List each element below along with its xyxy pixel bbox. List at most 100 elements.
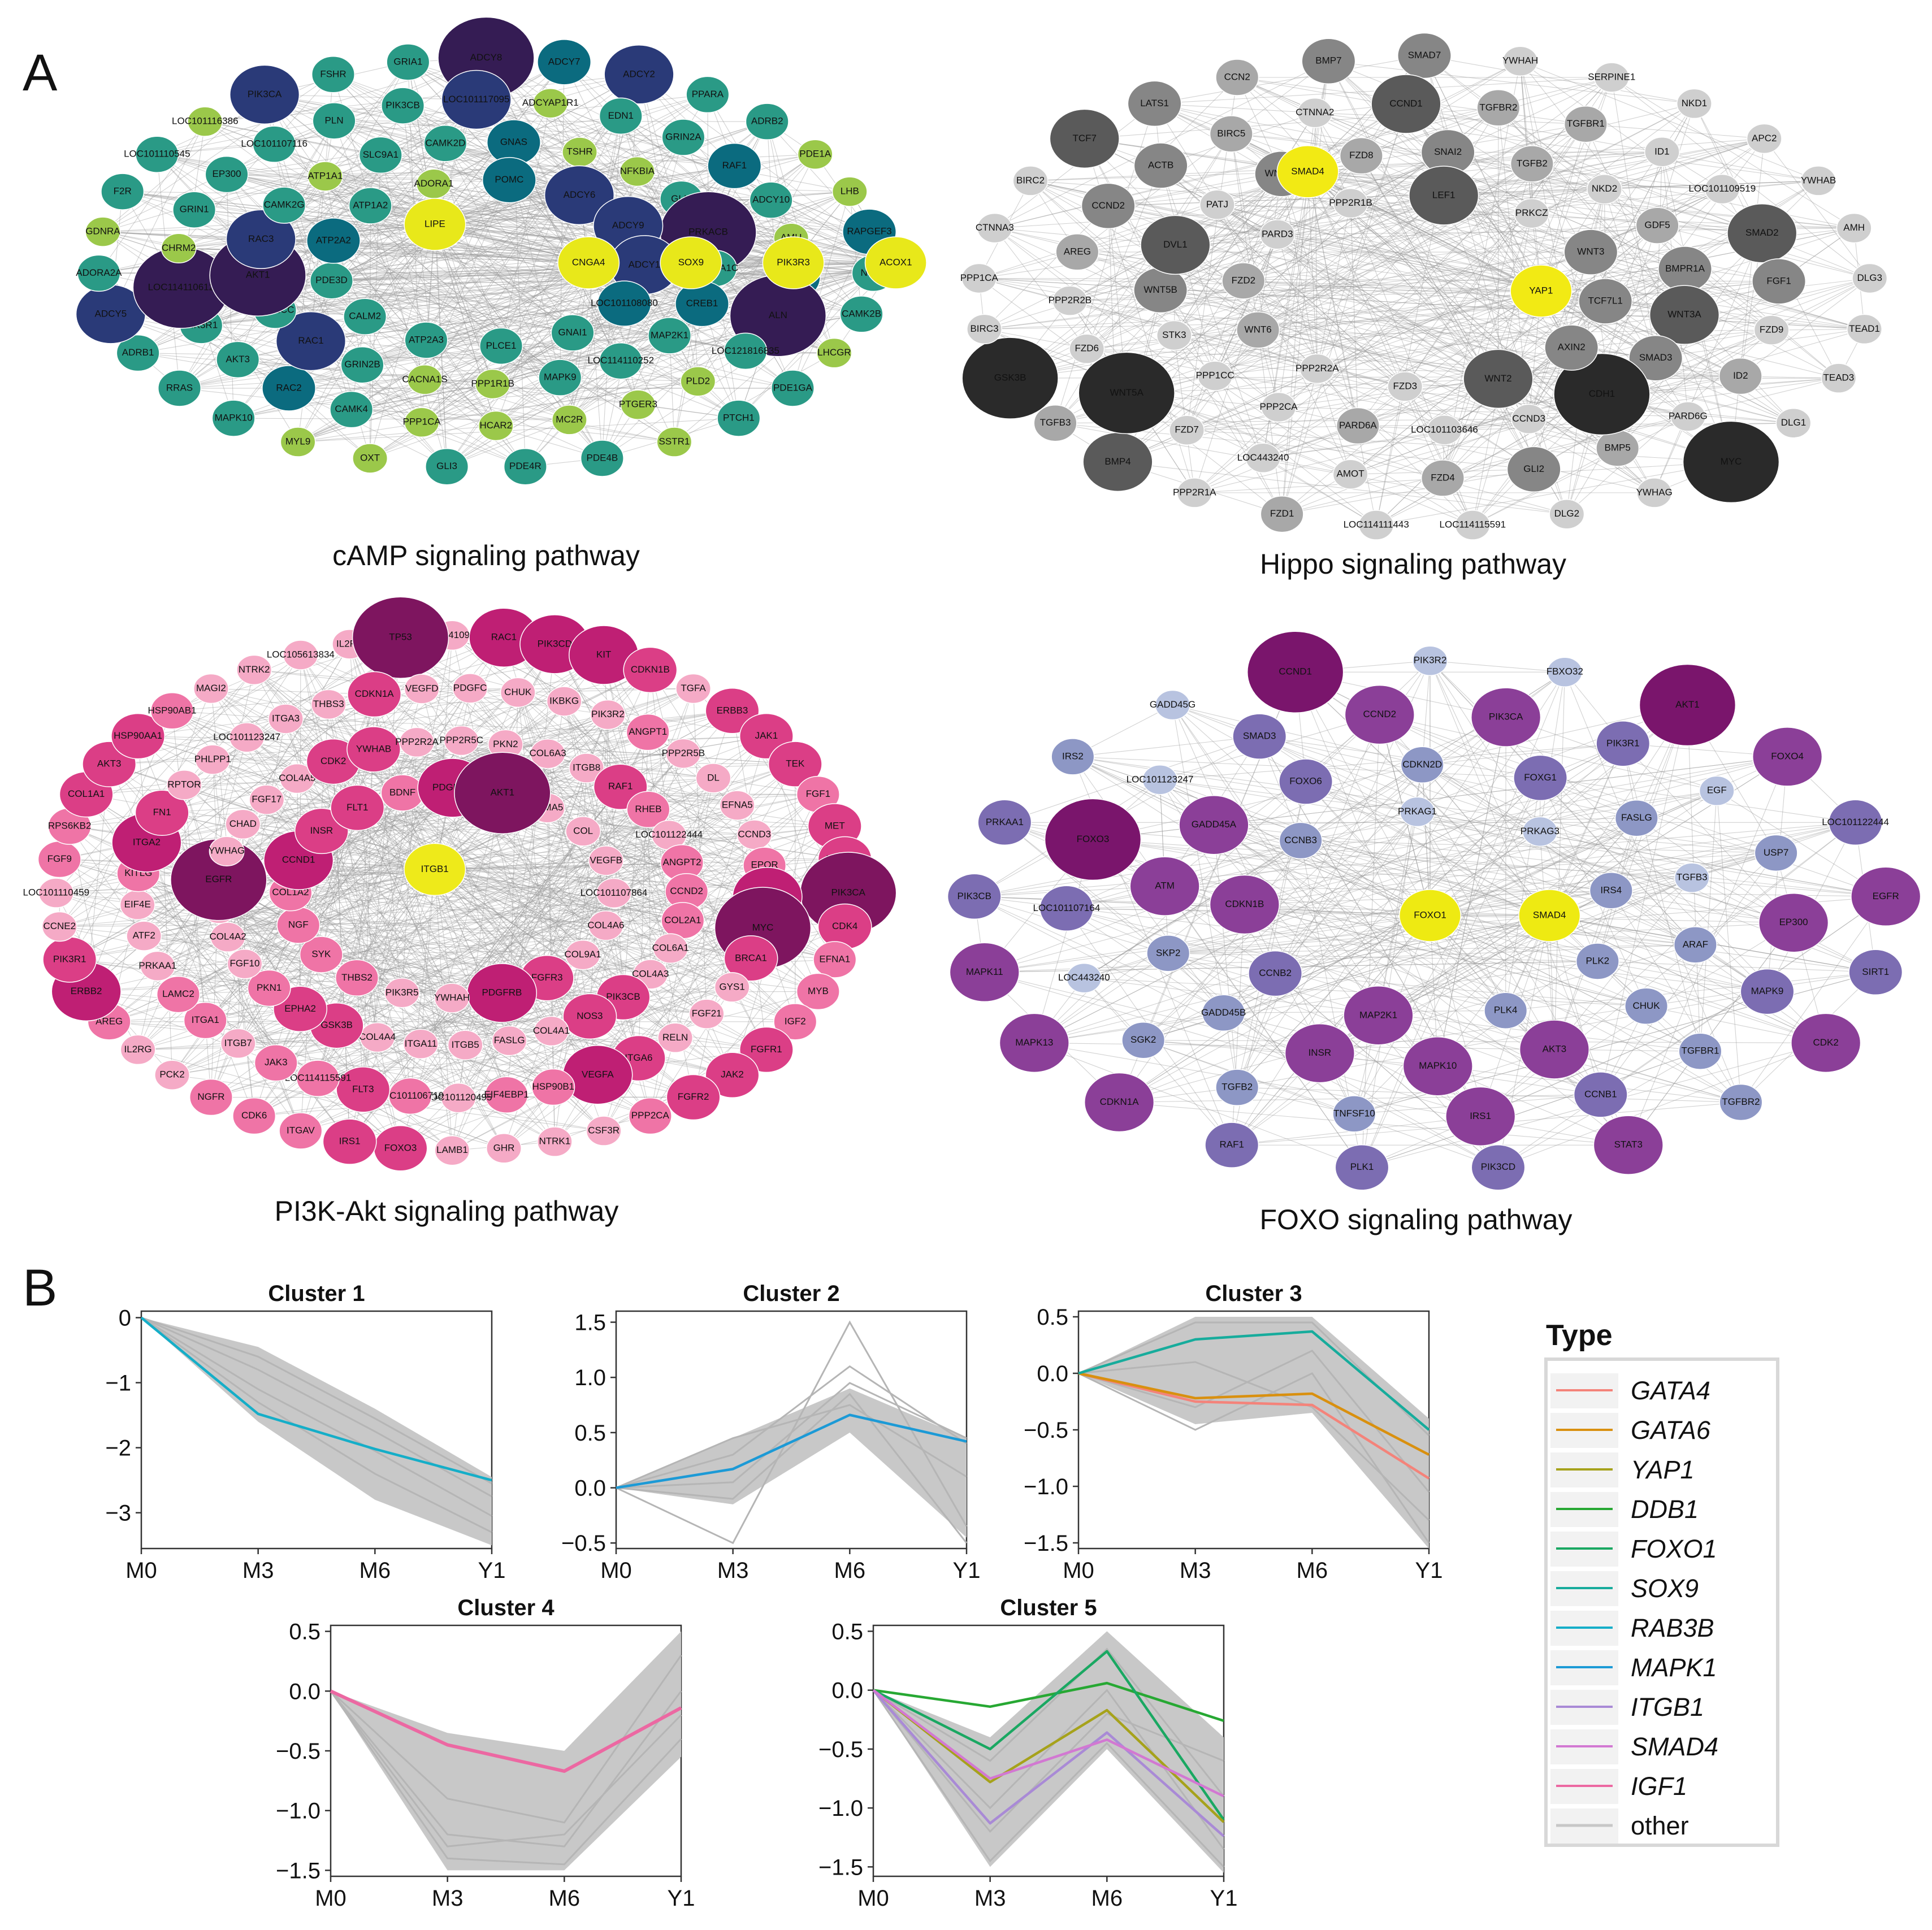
gene-node-gnas[interactable]: GNAS — [486, 119, 541, 166]
gene-node-eif4e[interactable]: EIF4E — [119, 890, 155, 920]
gene-node-birc5[interactable]: BIRC5 — [1209, 115, 1253, 153]
gene-node-atp1a2[interactable]: ATP1A2 — [348, 187, 392, 224]
gene-node-pdgfrb[interactable]: PDGFRB — [466, 963, 538, 1023]
gene-node-ptger3[interactable]: PTGER3 — [619, 389, 657, 420]
gene-node-atp2a3[interactable]: ATP2A3 — [404, 322, 448, 359]
gene-node-cdh1[interactable]: CDH1 — [1553, 353, 1651, 436]
gene-node-pik3cb[interactable]: PIK3CB — [381, 87, 425, 124]
gene-node-gli2[interactable]: GLI2 — [1506, 446, 1561, 493]
gene-node-lamc2[interactable]: LAMC2 — [156, 975, 200, 1013]
gene-node-snai2[interactable]: SNAI2 — [1420, 129, 1475, 176]
gene-node-cdkn1a[interactable]: CDKN1A — [347, 671, 402, 718]
gene-node-dlg3[interactable]: DLG3 — [1852, 263, 1888, 294]
gene-node-areg[interactable]: AREG — [1055, 233, 1099, 271]
gene-node-loc101116386[interactable]: LOC101116386 — [172, 106, 239, 137]
gene-node-ccnb3[interactable]: CCNB3 — [1279, 822, 1323, 860]
gene-node-irs1[interactable]: IRS1 — [322, 1118, 377, 1165]
gene-node-mapk9[interactable]: MAPK9 — [1740, 968, 1795, 1015]
gene-node-rac3[interactable]: RAC3 — [226, 209, 296, 270]
gene-node-reln[interactable]: RELN — [657, 1022, 694, 1053]
gene-node-stat3[interactable]: STAT3 — [1593, 1115, 1664, 1175]
gene-node-adcy5[interactable]: ADCY5 — [75, 284, 146, 344]
gene-node-angpt1[interactable]: ANGPT1 — [626, 713, 670, 751]
gene-node-sstr1[interactable]: SSTR1 — [656, 427, 692, 457]
gene-node-loc114111443[interactable]: LOC114111443 — [1344, 510, 1409, 540]
gene-node-loc114115591[interactable]: LOC114115591 — [1440, 510, 1506, 540]
gene-node-tshr[interactable]: TSHR — [562, 137, 597, 167]
gene-node-vegfb[interactable]: VEGFB — [588, 845, 624, 876]
gene-node-gdf5[interactable]: GDF5 — [1635, 207, 1679, 244]
gene-node-camk2d[interactable]: CAMK2D — [423, 125, 467, 162]
gene-node-ppp1ca[interactable]: PPP1CA — [960, 263, 999, 294]
gene-node-map2k1[interactable]: MAP2K1 — [1343, 986, 1414, 1046]
gene-node-araf[interactable]: ARAF — [1673, 926, 1717, 964]
gene-node-col4a6[interactable]: COL4A6 — [587, 910, 624, 941]
gene-node-cdkn1b[interactable]: CDKN1B — [1209, 874, 1280, 935]
gene-node-adcy7[interactable]: ADCY7 — [537, 39, 592, 85]
gene-node-fzd7[interactable]: FZD7 — [1169, 415, 1205, 445]
gene-node-insr[interactable]: INSR — [1284, 1023, 1355, 1083]
gene-node-gsk3b[interactable]: GSK3B — [961, 337, 1059, 419]
gene-node-bmp5[interactable]: BMP5 — [1596, 430, 1640, 467]
gene-node-csf3r[interactable]: CSF3R — [586, 1116, 622, 1146]
gene-node-ywhah[interactable]: YWHAH — [1502, 46, 1538, 76]
gene-node-tp53[interactable]: TP53 — [352, 596, 449, 679]
gene-node-pde4b[interactable]: PDE4B — [580, 440, 624, 477]
gene-node-ccne2[interactable]: CCNE2 — [41, 911, 77, 942]
gene-node-tgfbr1[interactable]: TGFBR1 — [1678, 1033, 1722, 1070]
gene-node-foxo1[interactable]: FOXO1 — [1398, 889, 1462, 942]
gene-node-sox9[interactable]: SOX9 — [660, 236, 722, 289]
gene-node-col2a1[interactable]: COL2A1 — [661, 902, 705, 939]
gene-node-oxt[interactable]: OXT — [352, 443, 388, 474]
gene-node-camk2b[interactable]: CAMK2B — [839, 296, 883, 333]
gene-node-tgfbr2[interactable]: TGFBR2 — [1719, 1083, 1763, 1121]
gene-node-raf1[interactable]: RAF1 — [1205, 1122, 1259, 1168]
gene-node-adcy6[interactable]: ADCY6 — [544, 165, 615, 225]
gene-node-serpine1[interactable]: SERPINE1 — [1588, 62, 1635, 93]
gene-node-adcy2[interactable]: ADCY2 — [604, 45, 674, 105]
gene-node-edn1[interactable]: EDN1 — [599, 97, 643, 135]
gene-node-ppara[interactable]: PPARA — [686, 76, 730, 114]
gene-node-gnai1[interactable]: GNAI1 — [551, 314, 595, 352]
gene-node-foxo3[interactable]: FOXO3 — [1044, 798, 1142, 881]
gene-node-ikbkg[interactable]: IKBKG — [546, 686, 582, 717]
gene-node-loc101107116[interactable]: LOC101107116 — [241, 125, 307, 163]
gene-node-fzd6[interactable]: FZD6 — [1069, 333, 1105, 365]
gene-node-bmp4[interactable]: BMP4 — [1082, 432, 1153, 492]
gene-node-dlg2[interactable]: DLG2 — [1549, 498, 1585, 530]
gene-node-ywhah[interactable]: YWHAH — [434, 983, 470, 1013]
gene-node-ppp2r2b[interactable]: PPP2R2B — [1049, 285, 1092, 316]
gene-node-jak3[interactable]: JAK3 — [254, 1044, 298, 1082]
gene-node-ppp2r1b[interactable]: PPP2R1B — [1329, 188, 1372, 219]
gene-node-ep300[interactable]: EP300 — [1758, 892, 1829, 953]
gene-node-cnga4[interactable]: CNGA4 — [557, 236, 620, 289]
gene-node-chrm2[interactable]: CHRM2 — [161, 233, 197, 264]
gene-node-ntrk1[interactable]: NTRK1 — [536, 1126, 573, 1157]
gene-node-thbs3[interactable]: THBS3 — [310, 689, 346, 720]
gene-node-myl9[interactable]: MYL9 — [280, 427, 316, 457]
gene-node-nos3[interactable]: NOS3 — [562, 993, 617, 1040]
gene-node-rac1[interactable]: RAC1 — [275, 311, 346, 371]
gene-node-wnt5a[interactable]: WNT5A — [1078, 352, 1175, 435]
gene-node-acox1[interactable]: ACOX1 — [864, 236, 927, 289]
gene-node-pik3r1[interactable]: PIK3R1 — [42, 936, 97, 983]
gene-node-itgav[interactable]: ITGAV — [279, 1112, 323, 1150]
gene-node-foxo4[interactable]: FOXO4 — [1752, 727, 1823, 787]
gene-node-actb[interactable]: ACTB — [1133, 142, 1188, 189]
gene-node-nfkbia[interactable]: NFKBIA — [620, 156, 655, 187]
gene-node-bmpr1a[interactable]: BMPR1A — [1658, 246, 1712, 292]
gene-node-pln[interactable]: PLN — [312, 102, 356, 140]
gene-node-wnt3a[interactable]: WNT3A — [1649, 285, 1720, 345]
gene-node-ngfr[interactable]: NGFR — [189, 1078, 233, 1116]
gene-node-itgb5[interactable]: ITGB5 — [447, 1030, 483, 1061]
gene-node-egfr[interactable]: EGFR — [1851, 866, 1921, 927]
gene-node-mapk11[interactable]: MAPK11 — [949, 942, 1020, 1003]
gene-node-sgk2[interactable]: SGK2 — [1121, 1021, 1166, 1059]
gene-node-plk4[interactable]: PLK4 — [1484, 992, 1528, 1029]
gene-node-cdkn1a[interactable]: CDKN1A — [1084, 1072, 1155, 1133]
gene-node-pdgfc[interactable]: PDGFC — [452, 673, 488, 704]
gene-node-hsp90b1[interactable]: HSP90B1 — [531, 1068, 575, 1106]
gene-node-pld2[interactable]: PLD2 — [680, 366, 716, 397]
gene-node-egf[interactable]: EGF — [1699, 775, 1735, 806]
gene-node-il2rg[interactable]: IL2RG — [120, 1034, 156, 1065]
